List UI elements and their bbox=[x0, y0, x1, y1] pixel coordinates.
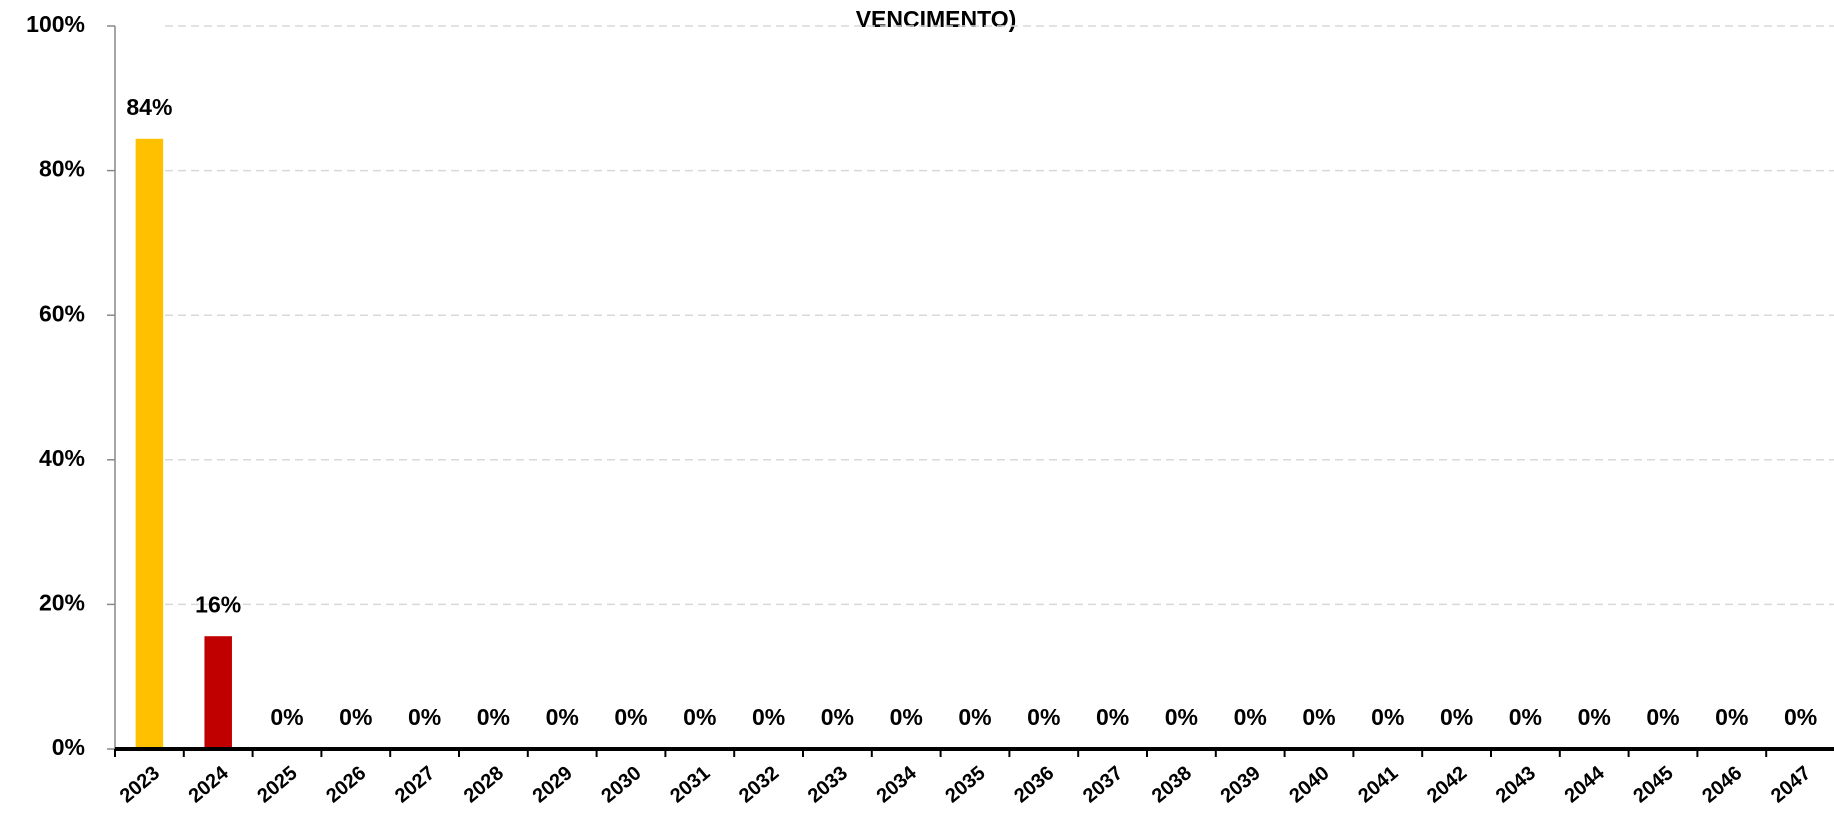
x-tick-label: 2024 bbox=[185, 761, 234, 807]
data-label: 0% bbox=[1578, 704, 1611, 730]
x-tick-label: 2047 bbox=[1767, 762, 1815, 807]
y-tick-label: 100% bbox=[26, 11, 85, 37]
x-tick-label: 2031 bbox=[666, 762, 714, 807]
data-label: 84% bbox=[126, 94, 172, 120]
x-tick-label: 2044 bbox=[1561, 761, 1610, 807]
data-label: 0% bbox=[546, 704, 579, 730]
bar bbox=[135, 138, 164, 750]
x-tick-label: 2035 bbox=[941, 762, 989, 807]
y-tick-label: 0% bbox=[52, 734, 85, 760]
x-tick-label: 2045 bbox=[1629, 762, 1677, 807]
x-tick-label: 2025 bbox=[253, 762, 301, 807]
bar bbox=[204, 636, 232, 749]
data-label: 0% bbox=[1302, 704, 1335, 730]
data-label: 0% bbox=[270, 704, 303, 730]
y-tick-label: 20% bbox=[39, 589, 85, 615]
x-tick-label: 2033 bbox=[804, 762, 852, 807]
x-tick-label: 2039 bbox=[1217, 762, 1265, 807]
data-label: 0% bbox=[821, 704, 854, 730]
data-label: 0% bbox=[890, 704, 923, 730]
x-tick-label: 2042 bbox=[1423, 762, 1471, 807]
x-tick-label: 2032 bbox=[735, 762, 783, 807]
data-label: 0% bbox=[339, 704, 372, 730]
data-label: 0% bbox=[958, 704, 991, 730]
data-label: 0% bbox=[683, 704, 716, 730]
x-tick-label: 2028 bbox=[460, 762, 508, 807]
data-label: 0% bbox=[1165, 704, 1198, 730]
data-label: 0% bbox=[477, 704, 510, 730]
data-label: 0% bbox=[1715, 704, 1748, 730]
data-label: 0% bbox=[1096, 704, 1129, 730]
data-label: 16% bbox=[195, 591, 241, 617]
x-tick-label: 2040 bbox=[1285, 762, 1333, 807]
x-tick-label: 2027 bbox=[391, 762, 439, 807]
y-tick-label: 80% bbox=[39, 156, 85, 182]
x-tick-label: 2043 bbox=[1492, 762, 1540, 807]
data-label: 0% bbox=[1027, 704, 1060, 730]
x-tick-label: 2041 bbox=[1354, 762, 1402, 807]
data-label: 0% bbox=[1784, 704, 1817, 730]
y-tick-label: 40% bbox=[39, 445, 85, 471]
data-label: 0% bbox=[1234, 704, 1267, 730]
data-label: 0% bbox=[1371, 704, 1404, 730]
data-label: 0% bbox=[1646, 704, 1679, 730]
x-tick-label: 2036 bbox=[1010, 762, 1058, 807]
x-tick-label: 2030 bbox=[597, 762, 645, 807]
data-label: 0% bbox=[408, 704, 441, 730]
x-tick-label: 2038 bbox=[1148, 762, 1196, 807]
data-label: 0% bbox=[1440, 704, 1473, 730]
data-label: 0% bbox=[1509, 704, 1542, 730]
x-tick-label: 2037 bbox=[1079, 762, 1127, 807]
data-label: 0% bbox=[614, 704, 647, 730]
x-tick-label: 2029 bbox=[529, 762, 577, 807]
y-tick-label: 60% bbox=[39, 300, 85, 326]
chart-title: VENCIMENTO) bbox=[856, 6, 1017, 32]
x-tick-label: 2026 bbox=[322, 762, 370, 807]
data-label: 0% bbox=[752, 704, 785, 730]
x-tick-label: 2023 bbox=[116, 762, 164, 807]
x-tick-label: 2034 bbox=[873, 761, 922, 807]
x-tick-label: 2046 bbox=[1698, 762, 1746, 807]
